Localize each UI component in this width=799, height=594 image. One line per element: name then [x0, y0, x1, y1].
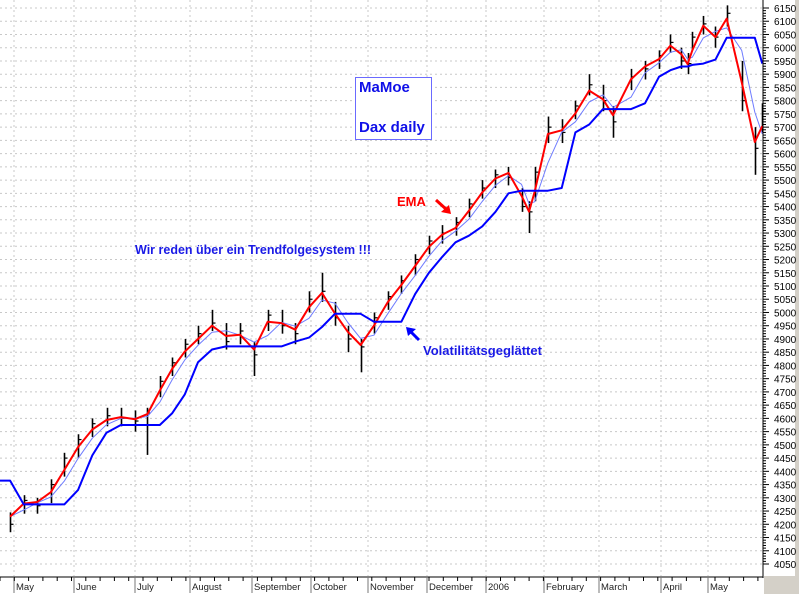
right-edge-panel — [795, 0, 799, 576]
y-tick-label: 5900 — [774, 70, 797, 81]
y-tick-label: 4300 — [774, 494, 797, 505]
y-tick-label: 4750 — [774, 375, 797, 386]
y-tick-label: 4500 — [774, 441, 797, 452]
y-tick-label: 4450 — [774, 454, 797, 465]
x-tick-label: November — [370, 582, 414, 593]
x-tick-label: June — [76, 582, 97, 593]
y-tick-label: 4850 — [774, 348, 797, 359]
y-tick-label: 5000 — [774, 308, 797, 319]
y-tick-label: 5850 — [774, 83, 797, 94]
y-tick-label: 5750 — [774, 110, 797, 121]
y-tick-label: 5200 — [774, 256, 797, 267]
title-line-2: Dax daily — [359, 119, 425, 136]
x-tick-label: May — [16, 582, 34, 593]
y-tick-label: 4350 — [774, 481, 797, 492]
y-tick-label: 4600 — [774, 414, 797, 425]
y-tick-label: 4400 — [774, 467, 797, 478]
y-tick-label: 4700 — [774, 388, 797, 399]
y-tick-label: 4150 — [774, 534, 797, 545]
y-tick-label: 5550 — [774, 163, 797, 174]
ema-line — [9, 17, 764, 518]
x-tick-label: September — [254, 582, 300, 593]
y-tick-label: 5350 — [774, 216, 797, 227]
y-tick-label: 5950 — [774, 57, 797, 68]
y-tick-label: 5500 — [774, 176, 797, 187]
volatility-line — [0, 36, 764, 506]
y-tick-label: 5800 — [774, 97, 797, 108]
y-tick-label: 5150 — [774, 269, 797, 280]
y-tick-label: 4650 — [774, 401, 797, 412]
y-tick-label: 6000 — [774, 44, 797, 55]
y-tick-label: 4200 — [774, 520, 797, 531]
corner-panel — [764, 576, 799, 594]
x-tick-label: December — [429, 582, 473, 593]
plot-area — [0, 5, 766, 533]
title-line-1: MaMoe — [359, 79, 410, 96]
ma_thin-line — [9, 27, 763, 518]
volatility-label: Volatilitätsgeglättet — [423, 343, 542, 358]
y-tick-label: 4950 — [774, 322, 797, 333]
x-tick-label: April — [663, 582, 682, 593]
x-tick-label: October — [313, 582, 347, 593]
y-tick-label: 4800 — [774, 361, 797, 372]
x-tick-label: July — [137, 582, 154, 593]
y-tick-label: 6050 — [774, 30, 797, 41]
x-tick-label: 2006 — [488, 582, 509, 593]
ema-arrow-icon — [434, 198, 451, 214]
x-tick-label: February — [546, 582, 584, 593]
y-tick-label: 5250 — [774, 242, 797, 253]
y-tick-label: 5450 — [774, 189, 797, 200]
annotation-arrows — [406, 198, 451, 342]
x-tick-label: March — [601, 582, 627, 593]
volatility-arrow-icon — [406, 327, 421, 342]
y-tick-label: 4050 — [774, 560, 797, 571]
y-tick-label: 4900 — [774, 335, 797, 346]
x-tick-label: May — [710, 582, 728, 593]
x-tick-label: August — [192, 582, 222, 593]
y-tick-label: 4250 — [774, 507, 797, 518]
y-tick-label: 5300 — [774, 229, 797, 240]
chart-title-box: MaMoe Dax daily — [355, 77, 432, 140]
y-tick-label: 6100 — [774, 17, 797, 28]
y-tick-label: 4550 — [774, 428, 797, 439]
trend-text: Wir reden über ein Trendfolgesystem !!! — [135, 243, 372, 257]
y-tick-label: 5700 — [774, 123, 797, 134]
y-tick-label: 4100 — [774, 547, 797, 558]
y-tick-label: 5400 — [774, 203, 797, 214]
y-tick-label: 5100 — [774, 282, 797, 293]
ema-label: EMA — [397, 194, 426, 209]
y-tick-label: 6150 — [774, 4, 797, 15]
y-tick-label: 5600 — [774, 150, 797, 161]
y-tick-label: 5650 — [774, 136, 797, 147]
y-tick-label: 5050 — [774, 295, 797, 306]
